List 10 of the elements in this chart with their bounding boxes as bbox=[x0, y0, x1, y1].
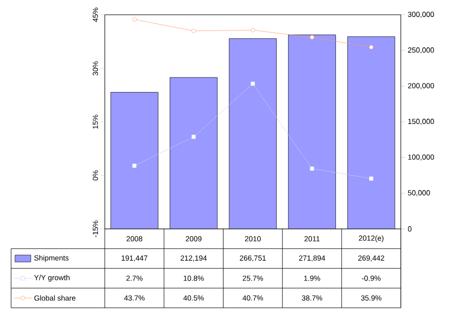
point bbox=[310, 166, 314, 171]
point bbox=[369, 45, 374, 50]
point bbox=[369, 176, 374, 181]
point bbox=[191, 28, 196, 34]
point bbox=[191, 134, 196, 140]
point bbox=[250, 82, 255, 86]
point bbox=[132, 164, 137, 168]
point bbox=[250, 28, 255, 32]
point bbox=[310, 35, 314, 40]
point bbox=[132, 17, 137, 22]
